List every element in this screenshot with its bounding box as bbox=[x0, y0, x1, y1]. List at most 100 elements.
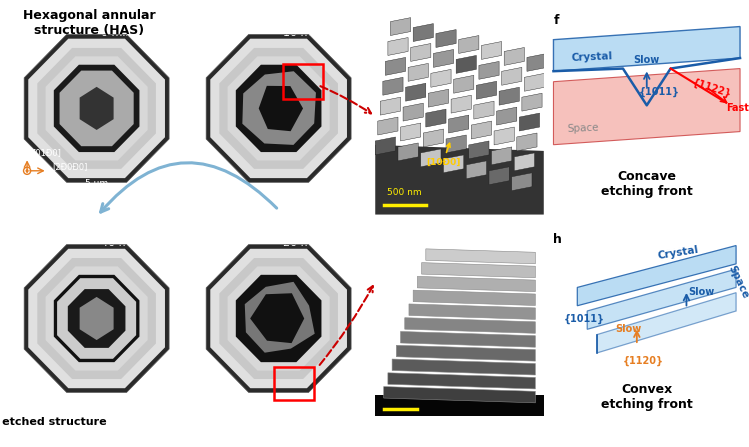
Text: c: c bbox=[197, 238, 204, 251]
Polygon shape bbox=[446, 135, 466, 153]
Polygon shape bbox=[403, 103, 423, 121]
Polygon shape bbox=[54, 275, 139, 362]
Polygon shape bbox=[527, 54, 547, 72]
Text: 20 min.: 20 min. bbox=[283, 238, 326, 248]
Text: [10Đ0]: [10Đ0] bbox=[425, 143, 460, 167]
Text: Crystal: Crystal bbox=[571, 51, 613, 63]
Polygon shape bbox=[522, 93, 542, 111]
Polygon shape bbox=[499, 87, 519, 105]
Text: Slow: Slow bbox=[688, 287, 715, 297]
Polygon shape bbox=[512, 173, 532, 191]
Polygon shape bbox=[474, 101, 494, 119]
Polygon shape bbox=[494, 127, 515, 145]
Text: Convex
etching front: Convex etching front bbox=[601, 384, 693, 411]
Polygon shape bbox=[479, 61, 499, 79]
Text: 500 nm: 500 nm bbox=[387, 188, 422, 197]
Polygon shape bbox=[471, 121, 491, 139]
Text: d: d bbox=[15, 238, 23, 251]
Polygon shape bbox=[388, 373, 536, 389]
Polygon shape bbox=[28, 39, 165, 178]
Polygon shape bbox=[410, 43, 431, 61]
Polygon shape bbox=[443, 155, 464, 173]
Polygon shape bbox=[554, 26, 740, 71]
Polygon shape bbox=[375, 137, 395, 155]
Text: f: f bbox=[554, 14, 559, 27]
Polygon shape bbox=[406, 83, 425, 101]
Polygon shape bbox=[502, 67, 522, 85]
Text: Fast: Fast bbox=[727, 102, 749, 113]
Polygon shape bbox=[46, 266, 148, 371]
Text: [0001]: [0001] bbox=[16, 180, 44, 189]
Polygon shape bbox=[398, 143, 418, 161]
Polygon shape bbox=[423, 129, 443, 147]
Text: 0 min.: 0 min. bbox=[101, 28, 136, 38]
Polygon shape bbox=[210, 249, 347, 388]
Text: {1122}: {1122} bbox=[691, 77, 733, 100]
Text: Space: Space bbox=[727, 263, 749, 300]
Polygon shape bbox=[401, 332, 536, 347]
Text: a: a bbox=[15, 28, 23, 41]
Polygon shape bbox=[250, 293, 304, 343]
Polygon shape bbox=[54, 65, 139, 152]
Polygon shape bbox=[210, 39, 347, 178]
Polygon shape bbox=[422, 263, 536, 278]
Bar bbox=[283, 64, 324, 100]
Text: h: h bbox=[554, 233, 562, 246]
Polygon shape bbox=[37, 48, 156, 169]
Polygon shape bbox=[24, 34, 169, 182]
Polygon shape bbox=[482, 42, 502, 59]
Polygon shape bbox=[245, 282, 315, 353]
Polygon shape bbox=[597, 293, 736, 353]
Polygon shape bbox=[497, 107, 517, 125]
Polygon shape bbox=[413, 290, 536, 305]
Polygon shape bbox=[401, 123, 421, 141]
Text: 40 min.: 40 min. bbox=[101, 238, 144, 248]
Polygon shape bbox=[425, 249, 536, 264]
Polygon shape bbox=[388, 38, 408, 55]
Polygon shape bbox=[383, 387, 536, 403]
Polygon shape bbox=[421, 149, 441, 167]
Polygon shape bbox=[375, 395, 544, 416]
Polygon shape bbox=[449, 115, 469, 133]
Polygon shape bbox=[375, 145, 544, 215]
Polygon shape bbox=[458, 35, 479, 54]
Text: e: e bbox=[380, 25, 389, 38]
Polygon shape bbox=[37, 258, 156, 379]
Polygon shape bbox=[28, 249, 165, 388]
Polygon shape bbox=[377, 117, 398, 135]
Polygon shape bbox=[587, 269, 736, 329]
Polygon shape bbox=[392, 359, 536, 375]
Polygon shape bbox=[554, 68, 740, 145]
Text: Crystal: Crystal bbox=[657, 244, 699, 261]
Polygon shape bbox=[68, 289, 125, 348]
Text: Slow: Slow bbox=[634, 55, 660, 65]
Polygon shape bbox=[425, 109, 446, 127]
Polygon shape bbox=[46, 56, 148, 160]
Polygon shape bbox=[476, 81, 497, 99]
Polygon shape bbox=[79, 87, 114, 130]
Polygon shape bbox=[243, 71, 316, 145]
Text: {1011}: {1011} bbox=[563, 313, 604, 324]
Circle shape bbox=[26, 170, 28, 172]
Polygon shape bbox=[456, 55, 476, 73]
Text: [01Đ0]: [01Đ0] bbox=[32, 148, 61, 157]
Polygon shape bbox=[57, 278, 136, 359]
Polygon shape bbox=[577, 245, 736, 306]
Polygon shape bbox=[454, 75, 474, 93]
Polygon shape bbox=[390, 17, 410, 35]
Polygon shape bbox=[228, 266, 330, 371]
Polygon shape bbox=[228, 56, 330, 160]
Polygon shape bbox=[469, 141, 489, 159]
Text: 10 min.: 10 min. bbox=[283, 28, 325, 38]
Polygon shape bbox=[219, 48, 338, 169]
Polygon shape bbox=[385, 57, 406, 75]
Text: Space: Space bbox=[568, 122, 599, 134]
Text: {1120}: {1120} bbox=[623, 355, 664, 366]
Polygon shape bbox=[517, 133, 537, 151]
Text: b: b bbox=[197, 28, 205, 41]
Polygon shape bbox=[436, 30, 456, 47]
Text: As etched structure: As etched structure bbox=[0, 417, 107, 427]
Bar bbox=[274, 367, 315, 401]
Polygon shape bbox=[404, 318, 536, 333]
Text: Hexagonal annular
structure (HAS): Hexagonal annular structure (HAS) bbox=[22, 9, 156, 37]
